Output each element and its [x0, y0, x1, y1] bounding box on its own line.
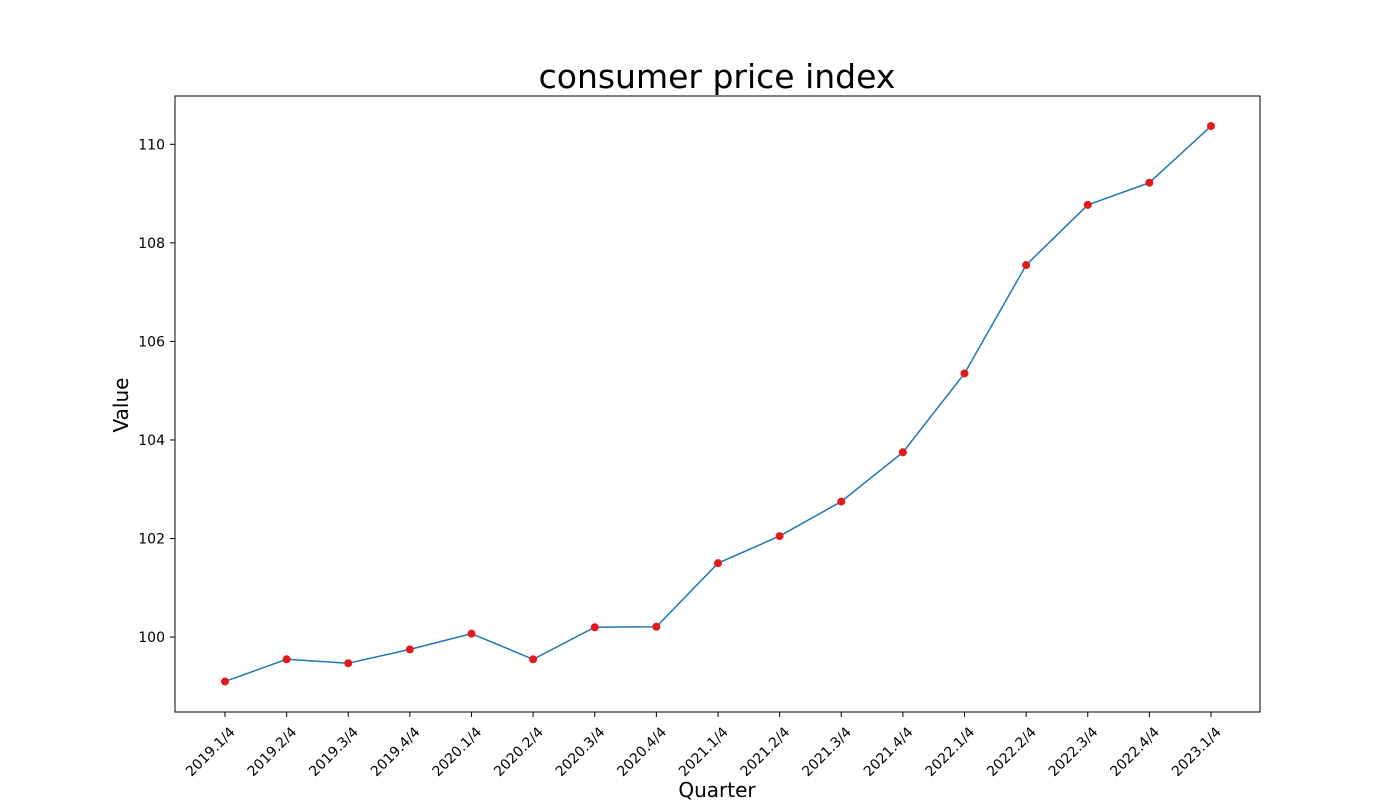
x-tick-label: 2019.2/4 [245, 724, 301, 780]
y-tick-label: 100 [138, 630, 165, 646]
data-point [221, 677, 229, 686]
x-tick-label: 2021.4/4 [861, 724, 917, 780]
data-point [344, 659, 353, 668]
data-point [1145, 178, 1154, 187]
data-point [1022, 261, 1031, 270]
data-point [652, 622, 661, 631]
x-tick-label: 2021.2/4 [738, 724, 794, 780]
y-axis: 100 102 104 106 108 110 [138, 137, 175, 646]
x-tick-label: 2020.3/4 [553, 724, 609, 780]
x-tick-label: 2022.3/4 [1046, 724, 1102, 780]
x-tick-label: 2019.3/4 [306, 724, 362, 780]
series-line [224, 125, 1212, 683]
chart-title: consumer price index [539, 57, 896, 96]
plot-area [174, 95, 1261, 713]
y-tick-label: 108 [138, 236, 165, 252]
data-points [221, 122, 1215, 686]
x-axis-label: Quarter [678, 778, 756, 800]
data-point [467, 629, 476, 638]
x-axis: 2019.1/4 2019.2/4 2019.3/4 2019.4/4 2020.1/4… [183, 712, 1225, 780]
x-tick-label: 2019.4/4 [368, 724, 424, 780]
x-tick-label: 2019.1/4 [183, 724, 239, 780]
data-point [714, 559, 722, 568]
y-tick-label: 106 [138, 334, 165, 350]
data-point [1207, 122, 1215, 131]
y-axis-label: Value [109, 378, 133, 433]
x-tick-label: 2022.4/4 [1107, 724, 1163, 780]
data-point [898, 448, 907, 457]
x-tick-label: 2020.1/4 [430, 724, 486, 780]
data-point [405, 645, 414, 654]
x-tick-label: 2021.1/4 [676, 724, 732, 780]
data-point [529, 655, 538, 664]
data-point [960, 369, 969, 378]
data-point [837, 497, 846, 506]
x-tick-label: 2022.2/4 [984, 724, 1040, 780]
x-tick-label: 2021.3/4 [799, 724, 855, 780]
x-tick-label: 2023.1/4 [1169, 724, 1225, 780]
x-tick-label: 2020.4/4 [614, 724, 670, 780]
y-tick-label: 110 [138, 137, 165, 153]
x-tick-label: 2020.2/4 [491, 724, 547, 780]
y-tick-label: 102 [138, 532, 165, 548]
data-point [590, 623, 599, 632]
data-point [775, 532, 784, 541]
y-tick-label: 104 [138, 433, 165, 449]
data-point [1083, 200, 1092, 209]
data-point [282, 655, 291, 664]
x-tick-label: 2022.1/4 [923, 724, 979, 780]
